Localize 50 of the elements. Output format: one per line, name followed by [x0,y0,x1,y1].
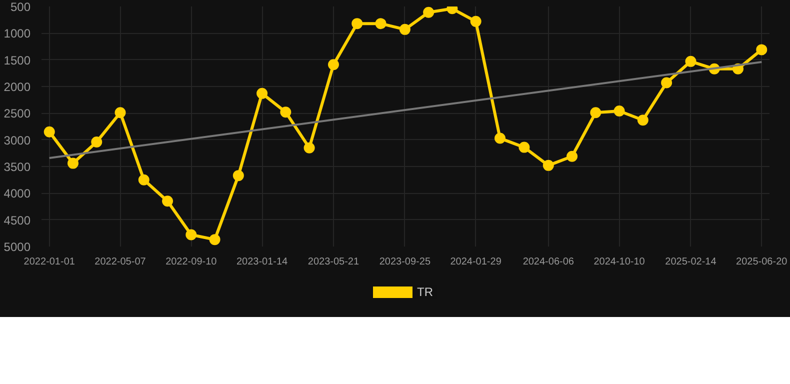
point [232,170,244,182]
point [685,56,696,67]
x-tick-label: 2022-01-01 [24,256,76,268]
y-tick-label: 4000 [4,186,31,201]
point [661,77,672,88]
point [590,107,602,118]
x-tick-label: 2024-06-06 [522,256,574,268]
point [352,18,363,30]
point [44,126,55,138]
point [304,142,315,154]
point [518,142,530,153]
legend-label: TR [417,285,434,299]
x-tick-label: 2024-01-29 [450,256,502,268]
point [423,6,434,18]
x-tick-label: 2025-02-14 [665,256,717,268]
point [162,196,174,207]
y-tick-label: 1500 [4,53,31,68]
point [614,106,625,117]
point [328,59,339,70]
point [756,44,768,56]
y-tick-label: 2500 [4,106,31,121]
point [542,160,554,171]
point [68,158,79,169]
point [280,106,292,118]
point [375,18,386,30]
point [566,150,578,162]
x-tick-label: 2023-01-14 [236,256,288,268]
y-tick-label: 4500 [4,213,31,228]
x-tick-label: 2025-06-20 [736,256,788,268]
point [91,136,102,148]
point [256,88,268,99]
x-tick-label: 2022-09-10 [166,256,218,268]
y-tick-label: 500 [10,0,31,14]
point [114,107,126,118]
point [186,229,197,240]
point [399,24,410,35]
point [138,174,150,186]
point [470,16,482,27]
x-tick-label: 2022-05-07 [94,256,146,268]
x-tick-label: 2023-05-21 [308,256,360,268]
point [637,114,648,126]
y-tick-label: 1000 [4,26,31,41]
y-tick-label: 2000 [4,80,31,94]
point [209,234,220,246]
x-tick-label: 2023-09-25 [379,256,431,268]
y-tick-label: 5000 [4,240,31,254]
point [494,132,506,144]
y-tick-label: 3000 [4,133,31,148]
x-tick-label: 2024-10-10 [594,256,646,268]
y-tick-label: 3500 [4,160,31,174]
